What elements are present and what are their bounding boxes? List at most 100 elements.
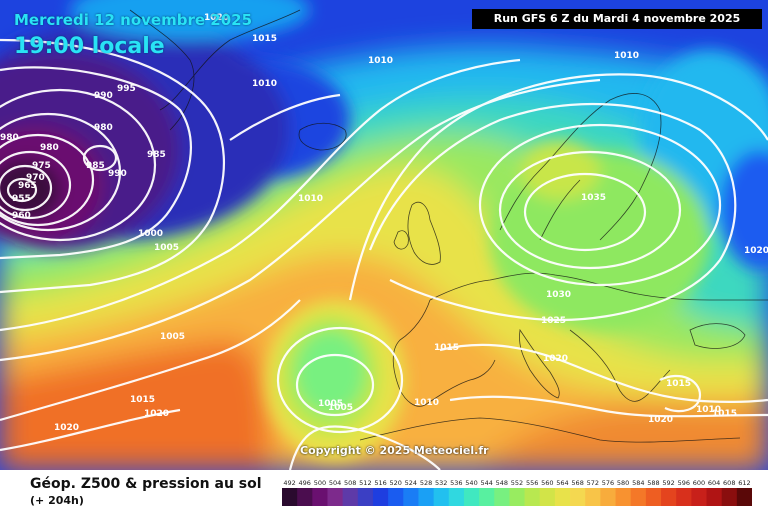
isobar-label: 1015	[252, 34, 277, 44]
legend-tick-label: 604	[708, 479, 720, 487]
legend-tick-label: 600	[693, 479, 705, 487]
legend-swatch	[297, 488, 313, 506]
legend-swatch	[736, 488, 752, 506]
legend-swatch	[509, 488, 525, 506]
isobar-label: 1005	[328, 403, 353, 413]
isobars	[0, 38, 768, 470]
legend-tick-label: 608	[723, 479, 735, 487]
legend-swatch	[630, 488, 647, 506]
legend-tick-label: 584	[632, 479, 644, 487]
valid-time: 19:00 locale	[14, 34, 165, 59]
legend-swatch	[342, 488, 359, 506]
isobar-label: 1020	[54, 423, 79, 433]
isobar-label: 1015	[712, 409, 737, 419]
legend-swatch	[327, 488, 344, 506]
isobar-label: 1020	[543, 354, 568, 364]
isobar-label: 1005	[154, 243, 179, 253]
isobar-label: 1005	[160, 332, 185, 342]
legend-tick-label: 516	[374, 479, 386, 487]
legend-tick-label: 580	[617, 479, 629, 487]
legend-swatch	[433, 488, 450, 506]
legend-tick-label: 544	[480, 479, 492, 487]
legend-swatch	[524, 488, 541, 506]
isobar-label: 1030	[546, 290, 571, 300]
isobar-label: 1010	[696, 405, 721, 415]
legend-tick-label: 612	[738, 479, 750, 487]
legend-swatch	[312, 488, 328, 506]
isobar-label: 1020	[648, 415, 673, 425]
isobar-label: 1020	[204, 13, 229, 23]
legend-swatch	[448, 488, 465, 506]
legend-tick-label: 596	[678, 479, 690, 487]
legend-swatch	[554, 488, 571, 506]
legend-tick-label: 572	[587, 479, 599, 487]
isobar-label: 1025	[541, 316, 566, 326]
isobar-label: 990	[108, 169, 127, 179]
coastlines	[129, 9, 768, 443]
isobar-label: 1005	[318, 399, 343, 409]
legend-swatch	[539, 488, 556, 506]
isobar-label: 1010	[368, 56, 393, 66]
legend-tick-label: 564	[556, 479, 568, 487]
legend-swatch	[479, 488, 495, 506]
isobar-label: 1020	[744, 246, 768, 256]
legend-tick-label: 536	[450, 479, 462, 487]
isobar-label: 1010	[298, 194, 323, 204]
legend-swatch	[721, 488, 738, 506]
isobar-label: 1015	[130, 395, 155, 405]
legend-swatch	[661, 488, 677, 506]
isobar-label: 980	[94, 123, 113, 133]
legend-tick-label: 576	[602, 479, 614, 487]
legend-tick-label: 504	[329, 479, 341, 487]
copyright-notice: Copyright © 2025 Meteociel.fr	[300, 444, 489, 457]
weather-map: 1015101010201010101099599098098098097597…	[0, 0, 768, 470]
isobar-label: 1015	[434, 343, 459, 353]
legend-tick-label: 492	[283, 479, 295, 487]
legend-swatch	[585, 488, 601, 506]
legend-tick-label: 524	[405, 479, 417, 487]
isobar-label: 985	[86, 161, 105, 171]
legend-tick-label: 552	[511, 479, 523, 487]
legend-swatch	[357, 488, 374, 506]
product-title: Géop. Z500 & pression au sol	[30, 476, 262, 492]
legend-tick-label: 556	[526, 479, 538, 487]
forecast-step: (+ 204h)	[30, 494, 84, 507]
isobar-label: 970	[26, 173, 45, 183]
legend-swatch	[418, 488, 435, 506]
legend-tick-label: 568	[571, 479, 583, 487]
valid-date: Mercredi 12 novembre 2025	[14, 11, 253, 29]
legend-swatch	[615, 488, 632, 506]
legend-swatch	[706, 488, 723, 506]
isobar-label: 975	[32, 161, 51, 171]
legend-swatch	[282, 488, 298, 506]
isobar-label: 990	[94, 91, 113, 101]
legend-tick-label: 588	[647, 479, 659, 487]
legend-tick-label: 532	[435, 479, 447, 487]
legend-swatch	[676, 488, 692, 506]
isobar-label: 1000	[138, 229, 163, 239]
isobar-label: 1015	[666, 379, 691, 389]
color-scale-legend: 492 496 500 504 508 512 516 520 524 528 532 536 540 5…	[282, 479, 752, 506]
legend-tick-label: 592	[662, 479, 674, 487]
legend-tick-label: 508	[344, 479, 356, 487]
legend-swatch	[691, 488, 707, 506]
legend-tick-label: 500	[314, 479, 326, 487]
isobar-label: 1035	[581, 193, 606, 203]
legend-tick-label: 512	[359, 479, 371, 487]
legend-tick-label: 548	[496, 479, 508, 487]
isobar-label: 985	[147, 150, 166, 160]
legend-swatch	[388, 488, 404, 506]
legend-tick-label: 520	[389, 479, 401, 487]
isobar-label: 980	[40, 143, 59, 153]
legend-swatch	[600, 488, 616, 506]
isobar-label: 1020	[144, 409, 169, 419]
isobar-label: 1010	[252, 79, 277, 89]
legend-swatch	[403, 488, 419, 506]
geopotential-field	[0, 0, 768, 470]
legend-swatch	[372, 488, 389, 506]
legend-tick-label: 560	[541, 479, 553, 487]
isobar-label: 1010	[614, 51, 639, 61]
legend-swatch	[463, 488, 480, 506]
legend-swatch	[570, 488, 586, 506]
isobar-label: 965	[18, 181, 37, 191]
